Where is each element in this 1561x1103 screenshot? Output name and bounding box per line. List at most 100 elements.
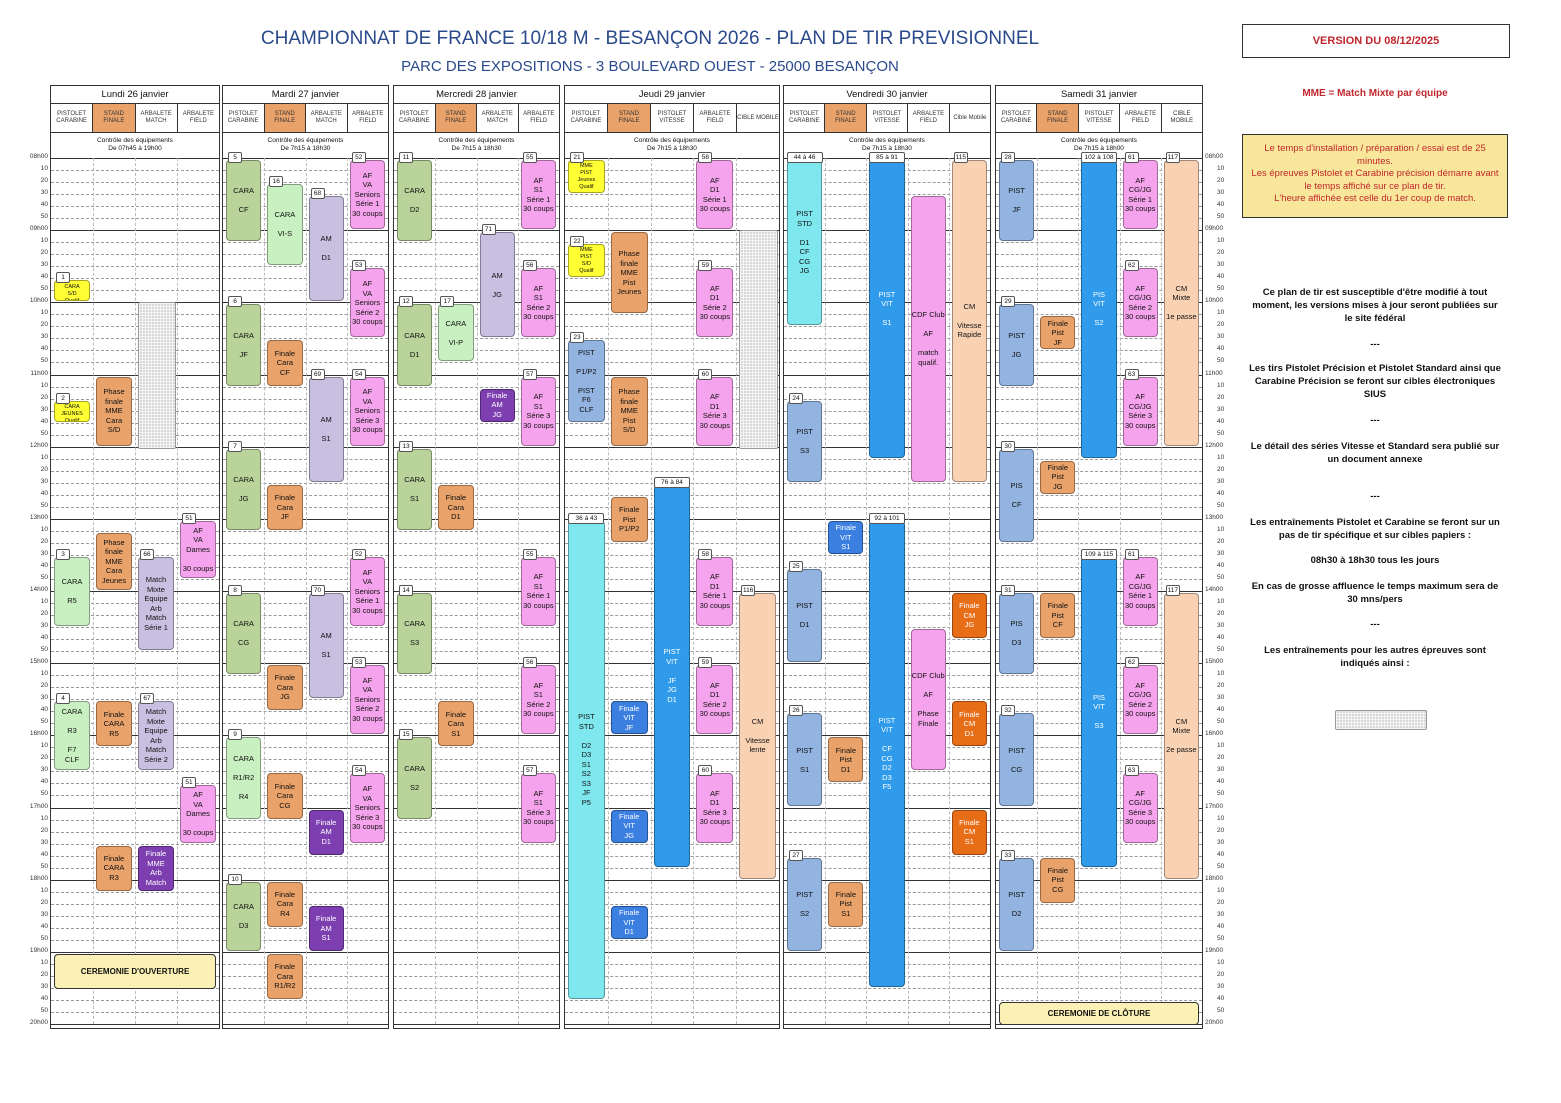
schedule-event[interactable]: CARA JG [226,448,262,530]
schedule-event[interactable]: Finale Cara D1 [438,484,474,530]
schedule-event[interactable]: MME PIST Jeunes Qualif [568,160,605,194]
schedule-event[interactable]: CDF Club AF match qualif. [910,196,946,482]
schedule-event[interactable]: Finale CM JG [951,593,987,639]
schedule-event[interactable]: CARA CG [226,593,262,675]
schedule-event[interactable]: CARA S1 [397,448,433,530]
schedule-event[interactable]: Finale VIT JF [610,701,648,735]
schedule-event[interactable]: Finale VIT S1 [828,520,864,554]
schedule-event[interactable]: PIS D3 [999,593,1035,675]
schedule-event[interactable]: AF VA Seniors Série 3 30 coups [349,773,385,843]
schedule-event[interactable]: AF VA Seniors Série 1 30 coups [349,160,385,230]
schedule-event[interactable]: MME CARA S/D Qualif [54,280,90,302]
schedule-event[interactable]: CARA VI-S [267,184,303,266]
schedule-event[interactable]: CARA D3 [226,881,262,951]
schedule-event[interactable]: AF VA Seniors Série 2 30 coups [349,665,385,735]
schedule-event[interactable]: Finale Pist CF [1040,593,1076,639]
schedule-event[interactable]: Phase finale MME Cara Jeunes [96,532,132,590]
schedule-event[interactable]: AF D1 Série 1 30 coups [696,556,734,627]
schedule-event[interactable]: AF S1 Série 1 30 coups [520,556,556,627]
schedule-event[interactable]: Finale MME Arb Match [138,845,174,891]
schedule-event[interactable]: Finale AM D1 [308,809,344,855]
schedule-event[interactable]: PIS VIT S2 [1081,160,1117,458]
schedule-event[interactable]: Finale AM S1 [308,905,344,951]
schedule-event[interactable]: AF VA Dames 30 coups [180,520,216,578]
schedule-event[interactable]: CARA VI-P [438,304,474,362]
schedule-event[interactable]: PIST S3 [787,400,823,482]
schedule-event[interactable]: PIS CF [999,448,1035,542]
schedule-event[interactable]: CARA R5 [54,556,90,627]
schedule-event[interactable]: CARA JF [226,304,262,386]
schedule-event[interactable]: AF S1 Série 2 30 coups [520,665,556,735]
schedule-event[interactable]: MME PIST S/D Qualif [568,244,605,278]
schedule-event[interactable]: AF CG/JG Série 1 30 coups [1122,556,1158,627]
schedule-event[interactable]: AF CG/JG Série 2 30 coups [1122,268,1158,338]
schedule-event[interactable]: AF D1 Série 3 30 coups [696,773,734,843]
schedule-event[interactable]: AF S1 Série 1 30 coups [520,160,556,230]
schedule-event[interactable]: AF VA Dames 30 coups [180,785,216,843]
schedule-event[interactable]: Finale VIT JG [610,809,648,843]
schedule-event[interactable]: CM Vitesse lente [739,593,776,879]
schedule-event[interactable]: Finale Pist S1 [828,881,864,927]
schedule-event[interactable]: CARA D2 [397,160,433,242]
schedule-event[interactable]: AF S1 Série 3 30 coups [520,773,556,843]
schedule-event[interactable]: PIST D1 [787,568,823,663]
schedule-event[interactable]: Match Mixte Equipe Arb Match Série 2 [138,701,174,771]
schedule-event[interactable]: PIS VIT S3 [1081,556,1117,867]
schedule-event[interactable]: PIST P1/P2 PIST F6 CLF [568,340,605,422]
schedule-event[interactable]: Finale Cara R1/R2 [267,953,303,999]
schedule-event[interactable]: AF D1 Série 1 30 coups [696,160,734,230]
schedule-event[interactable]: AF S1 Série 3 30 coups [520,376,556,446]
schedule-event[interactable]: AF VA Seniors Série 1 30 coups [349,556,385,627]
schedule-event[interactable]: Finale CM D1 [951,701,987,747]
schedule-event[interactable]: CARA S3 [397,593,433,675]
schedule-event[interactable]: AF VA Seniors Série 2 30 coups [349,268,385,338]
schedule-event[interactable]: Finale Cara JG [267,665,303,711]
schedule-event[interactable]: PIST STD D2 D3 S1 S2 S3 JF P5 [568,520,605,999]
schedule-event[interactable]: PIST S2 [787,857,823,951]
schedule-event[interactable]: Finale Pist D1 [828,737,864,783]
schedule-event[interactable]: Finale CARA R3 [96,845,132,891]
schedule-event[interactable]: PIST S1 [787,713,823,807]
schedule-event[interactable]: Finale VIT D1 [610,905,648,939]
schedule-event[interactable]: PIST JG [999,304,1035,386]
schedule-event[interactable]: CARA S2 [397,737,433,819]
schedule-event[interactable]: PIST CG [999,713,1035,807]
schedule-event[interactable]: CARA D1 [397,304,433,386]
schedule-event[interactable]: PIST VIT CF CG D2 D3 F5 [869,520,905,987]
schedule-event[interactable]: CDF Club AF Phase Finale [910,629,946,771]
schedule-event[interactable]: Phase finale MME Cara S/D [96,376,132,446]
schedule-event[interactable]: AF D1 Série 3 30 coups [696,376,734,446]
schedule-event[interactable]: Finale Cara CG [267,773,303,819]
schedule-event[interactable]: Phase finale MME Pist Jeunes [610,232,648,314]
schedule-event[interactable]: AF VA Seniors Série 3 30 coups [349,376,385,446]
schedule-event[interactable]: CM Vitesse Rapide [951,160,987,482]
schedule-event[interactable]: Finale Cara S1 [438,701,474,747]
schedule-event[interactable]: AF CG/JG Série 1 30 coups [1122,160,1158,230]
schedule-event[interactable]: PIST VIT JF JG D1 [653,484,691,867]
schedule-event[interactable]: AF CG/JG Série 2 30 coups [1122,665,1158,735]
schedule-event[interactable]: Finale Pist CG [1040,857,1076,903]
schedule-event[interactable]: Phase finale MME Pist S/D [610,376,648,446]
schedule-event[interactable]: AF S1 Série 2 30 coups [520,268,556,338]
schedule-event[interactable]: AF CG/JG Série 3 30 coups [1122,376,1158,446]
schedule-event[interactable]: AM JG [479,232,515,338]
schedule-event[interactable]: Finale CARA R5 [96,701,132,747]
schedule-event[interactable]: Match Mixte Equipe Arb Match Série 1 [138,556,174,651]
schedule-event[interactable]: Finale AM JG [479,388,515,422]
schedule-event[interactable]: AF CG/JG Série 3 30 coups [1122,773,1158,843]
schedule-event[interactable]: Finale Pist P1/P2 [610,496,648,542]
schedule-event[interactable]: PIST D2 [999,857,1035,951]
schedule-event[interactable]: PIST STD D1 CF CG JG [787,160,823,326]
schedule-event[interactable]: AF D1 Série 2 30 coups [696,268,734,338]
schedule-event[interactable]: Finale Cara JF [267,484,303,530]
schedule-event[interactable]: PIST VIT S1 [869,160,905,458]
schedule-event[interactable]: Finale Cara CF [267,340,303,386]
schedule-event[interactable]: Finale Pist JG [1040,460,1076,494]
schedule-event[interactable]: CM Mixte 2e passe [1163,593,1199,879]
schedule-event[interactable]: Finale Cara R4 [267,881,303,927]
schedule-event[interactable]: AM S1 [308,376,344,482]
schedule-event[interactable]: CARA R1/R2 R4 [226,737,262,819]
schedule-event[interactable]: Finale CM S1 [951,809,987,855]
schedule-event[interactable]: AF D1 Série 2 30 coups [696,665,734,735]
schedule-event[interactable]: CM Mixte 1e passe [1163,160,1199,446]
